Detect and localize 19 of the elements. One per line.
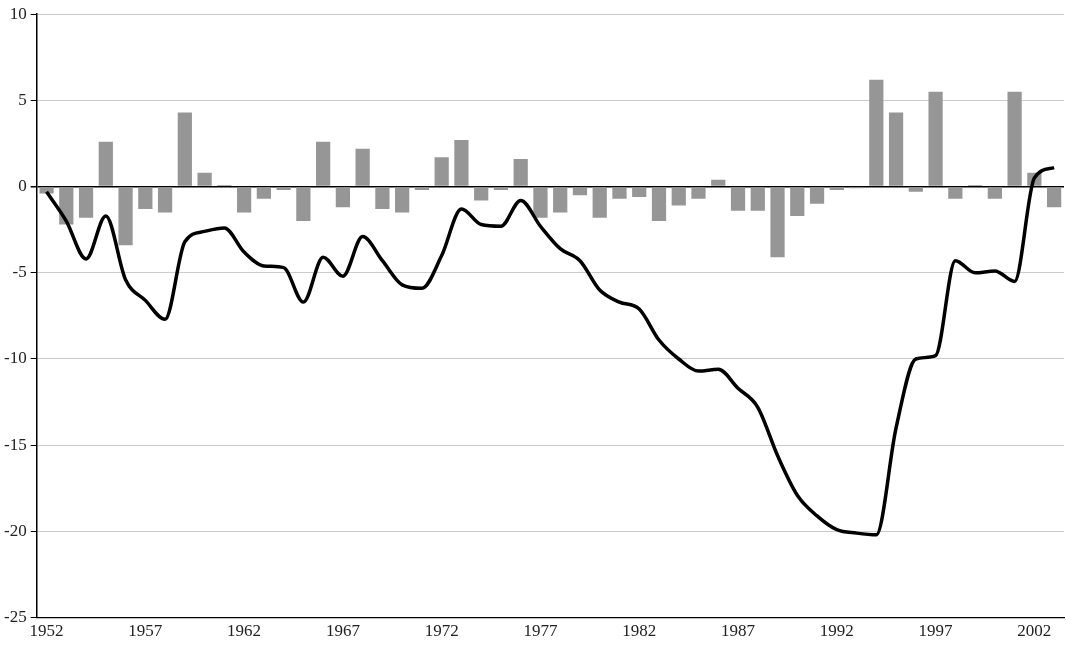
- x-tick-label: 1957: [128, 621, 163, 641]
- x-tick-label: 2002: [1017, 621, 1052, 641]
- y-tick-label: 5: [18, 89, 27, 109]
- x-tick-label: 1982: [622, 621, 657, 641]
- y-tick-label: -15: [3, 434, 27, 454]
- x-tick-label: 1977: [523, 621, 558, 641]
- y-tick-label: -20: [3, 520, 27, 540]
- y-tick-label: -10: [3, 348, 27, 368]
- x-tick-label: 1967: [325, 621, 361, 641]
- x-tick-label: 1987: [721, 621, 756, 641]
- x-tick-label: 1952: [29, 621, 64, 641]
- x-tick-label: 1962: [227, 621, 262, 641]
- x-tick-label: 1972: [424, 621, 459, 641]
- y-tick-label: 0: [18, 176, 27, 196]
- x-tick-label: 1992: [819, 621, 854, 641]
- y-tick-label: 10: [9, 3, 27, 23]
- y-tick-label: -5: [12, 262, 27, 282]
- x-tick-label: 1997: [918, 621, 954, 641]
- y-tick-label: -25: [3, 607, 27, 627]
